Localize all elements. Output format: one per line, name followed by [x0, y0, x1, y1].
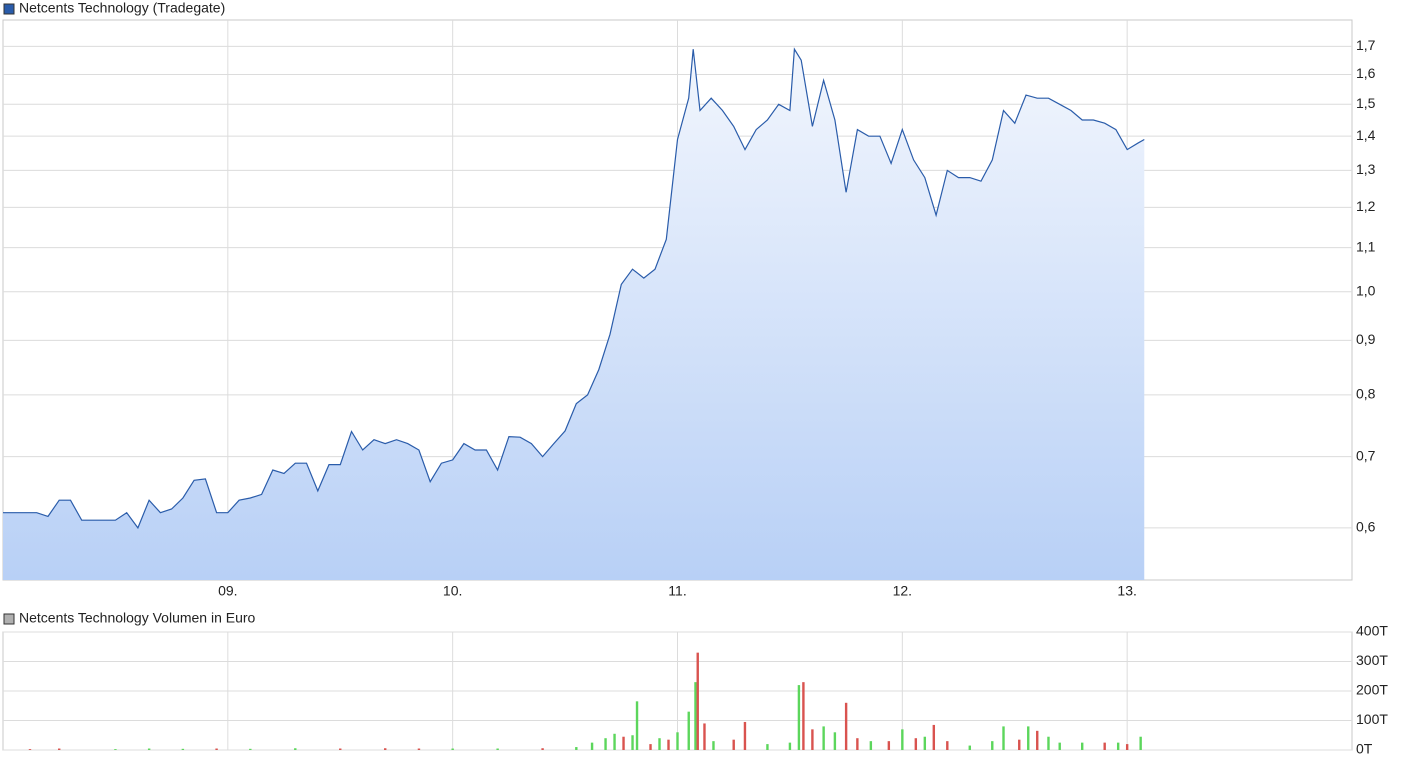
volume-bar	[613, 733, 616, 750]
volume-bar	[1081, 742, 1084, 750]
volume-bar	[294, 748, 297, 750]
volume-bar	[732, 739, 735, 750]
volume-bar	[339, 748, 342, 750]
volume-bar	[676, 732, 679, 750]
volume-bar	[946, 741, 949, 750]
volume-bar	[1103, 742, 1106, 750]
volume-bar	[249, 748, 252, 750]
volume-bar	[694, 682, 697, 750]
volume-bar	[541, 748, 544, 750]
volume-bar	[712, 741, 715, 750]
y-tick-label: 1,3	[1356, 161, 1376, 177]
y-tick-label: 0,7	[1356, 447, 1376, 463]
y-tick-label: 1,7	[1356, 37, 1376, 53]
volume-bar	[631, 735, 634, 750]
volume-bar	[451, 748, 454, 750]
volume-bar	[384, 748, 387, 750]
price-line	[3, 47, 1145, 530]
volume-bar	[575, 747, 578, 750]
volume-bar	[181, 748, 185, 750]
x-tick-label: 11.	[668, 583, 686, 599]
chart-title: Netcents Technology Volumen in Euro	[19, 610, 256, 626]
volume-bar	[215, 748, 218, 750]
legend-swatch	[3, 3, 15, 15]
volume-bar	[622, 736, 625, 750]
volume-bar	[844, 702, 848, 750]
y-tick-label: 1,0	[1356, 282, 1376, 298]
y-tick-label: 0,9	[1356, 331, 1376, 347]
y-tick-label: 0,6	[1356, 519, 1376, 535]
y-tick-label: 1,6	[1356, 65, 1376, 81]
y-tick-label: 0,8	[1356, 386, 1376, 402]
volume-bar	[496, 748, 499, 750]
y-tick-label: 1,4	[1356, 127, 1376, 143]
volume-bar	[649, 744, 652, 750]
y-tick-label: 1,1	[1356, 238, 1376, 254]
volume-bar	[635, 701, 639, 750]
volume-bar	[687, 711, 690, 750]
price-area	[3, 49, 1145, 580]
volume-bar	[1139, 736, 1142, 750]
volume-bar	[802, 682, 805, 750]
y-tick-label: 100T	[1356, 711, 1388, 727]
volume-bar	[58, 748, 61, 750]
volume-bar	[968, 745, 971, 750]
volume-bar	[1027, 726, 1030, 750]
volume-bar	[658, 738, 661, 750]
legend-swatch	[3, 613, 15, 625]
volume-bar	[788, 742, 792, 750]
y-tick-label: 1,5	[1356, 95, 1376, 111]
volume-bar	[856, 738, 859, 750]
volume-bar	[932, 724, 936, 750]
volume-bar	[703, 723, 706, 750]
x-tick-label: 09.	[218, 583, 237, 599]
volume-bar	[1036, 730, 1039, 750]
x-tick-label: 13.	[1117, 583, 1136, 599]
volume-bar	[869, 741, 873, 750]
volume-bar	[833, 732, 837, 750]
volume-bar	[667, 739, 670, 750]
y-tick-label: 0T	[1356, 741, 1373, 757]
volume-bar	[991, 741, 994, 750]
volume-bar	[743, 721, 747, 750]
volume-bar	[114, 749, 117, 750]
y-tick-label: 200T	[1356, 682, 1388, 698]
volume-bar	[887, 741, 891, 750]
volume-bar	[1058, 742, 1061, 750]
volume-bar	[1002, 726, 1005, 750]
volume-bar	[1116, 742, 1120, 750]
volume-bar	[696, 652, 699, 750]
volume-bar	[147, 748, 151, 750]
x-tick-label: 10.	[443, 583, 462, 599]
volume-bar	[417, 748, 421, 750]
volume-bar	[811, 729, 814, 750]
volume-bar	[28, 749, 32, 750]
volume-bar	[604, 738, 607, 750]
volume-bar	[1125, 744, 1129, 750]
volume-bar	[1018, 739, 1021, 750]
y-tick-label: 300T	[1356, 652, 1388, 668]
volume-bar	[590, 742, 594, 750]
x-tick-label: 12.	[893, 583, 912, 599]
volume-bar	[766, 744, 769, 750]
y-tick-label: 1,2	[1356, 198, 1376, 214]
y-tick-label: 400T	[1356, 623, 1388, 639]
volume-bar	[901, 729, 904, 750]
volume-bar	[797, 685, 801, 750]
volume-bar	[914, 738, 918, 750]
volume-bar	[1047, 736, 1050, 750]
volume-bar	[923, 736, 927, 750]
volume-bar	[822, 726, 825, 750]
chart-title: Netcents Technology (Tradegate)	[19, 0, 225, 16]
